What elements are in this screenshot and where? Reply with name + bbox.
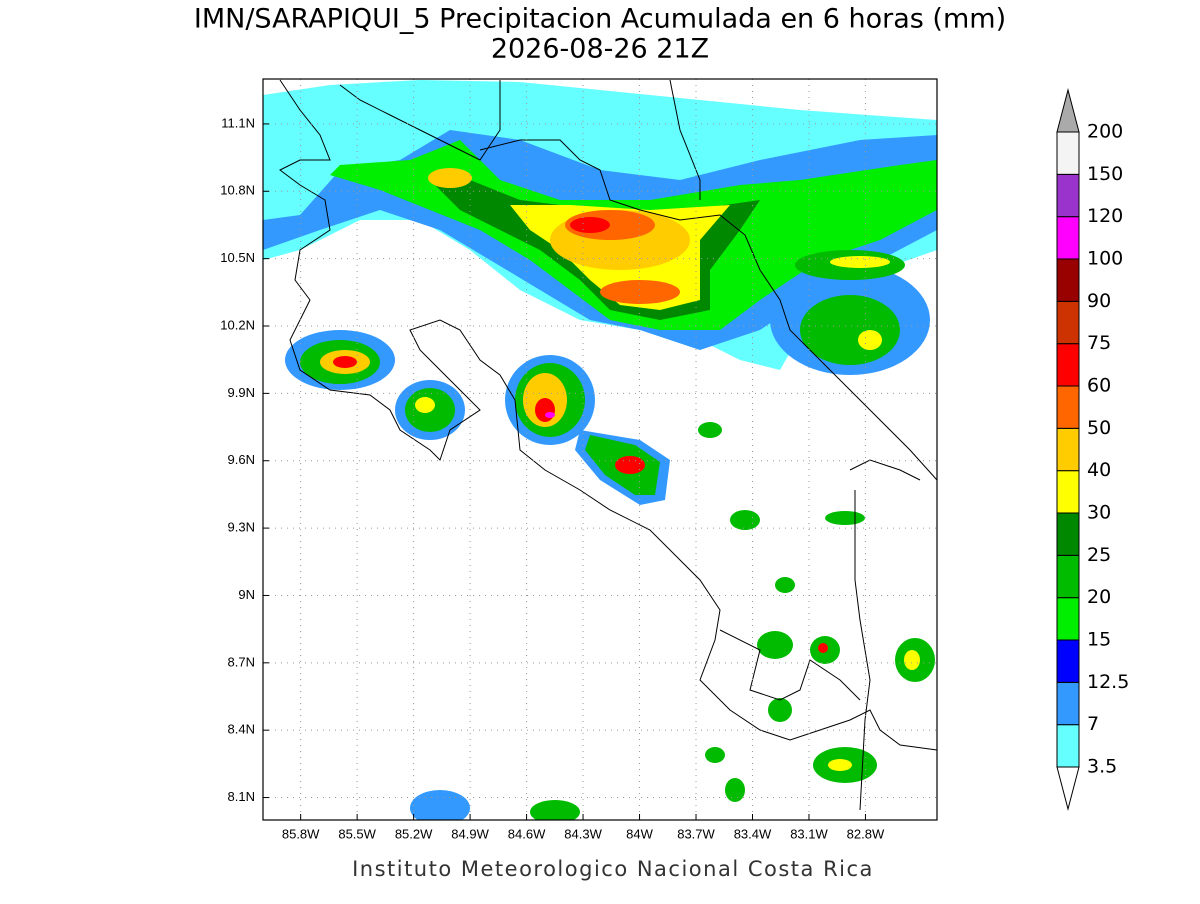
- colorbar-label: 60: [1087, 375, 1111, 397]
- colorbar-label: 30: [1087, 502, 1111, 524]
- x-tick-label: 83.1W: [790, 826, 828, 841]
- map-frame: [262, 78, 938, 821]
- colorbar-above: [1056, 88, 1080, 133]
- rain-area: [730, 510, 760, 530]
- colorbar-below: [1056, 766, 1080, 811]
- coastline: [669, 79, 701, 200]
- colorbar-bin: [1056, 512, 1080, 556]
- rain-area: [428, 168, 472, 188]
- precip-field: [263, 79, 937, 820]
- rain-area: [904, 650, 920, 670]
- colorbar-bin: [1056, 343, 1080, 387]
- y-tick-label: 8.7N: [228, 654, 255, 669]
- title: IMN/SARAPIQUI_5 Precipitacion Acumulada …: [194, 4, 1006, 35]
- colorbar-label: 50: [1087, 417, 1111, 439]
- colorbar-label: 40: [1087, 459, 1111, 481]
- y-tick-label: 9.3N: [228, 520, 255, 535]
- colorbar-bin: [1056, 300, 1080, 345]
- rain-area: [768, 698, 792, 722]
- y-tick-label: 9.9N: [228, 385, 255, 400]
- rain-area: [725, 778, 745, 802]
- colorbar-bin: [1056, 258, 1080, 302]
- colorbar-label: 100: [1087, 248, 1123, 270]
- colorbar-label: 150: [1087, 163, 1123, 185]
- colorbar-bin: [1056, 427, 1080, 472]
- colorbar-label: 120: [1087, 205, 1123, 227]
- x-tick-label: 84.3W: [564, 826, 602, 841]
- coastline: [279, 79, 937, 751]
- border: [849, 459, 921, 811]
- coastline: [719, 629, 861, 701]
- x-tick-label: 84W: [626, 826, 653, 841]
- colorbar-bin: [1056, 385, 1080, 429]
- rain-area: [775, 577, 795, 593]
- colorbar-label: 200: [1087, 121, 1123, 143]
- y-tick-label: 10.5N: [220, 250, 255, 265]
- rain-area: [757, 631, 793, 659]
- border: [479, 139, 937, 481]
- colorbar-label: 75: [1087, 332, 1111, 354]
- colorbar-bin: [1056, 470, 1080, 514]
- rain-area: [530, 800, 580, 820]
- colorbar-bin: [1056, 639, 1080, 683]
- rain-area: [545, 412, 555, 418]
- coastline: [339, 80, 501, 161]
- rain-area: [818, 643, 828, 653]
- colorbar-label: 12.5: [1087, 671, 1129, 693]
- y-tick-label: 8.1N: [228, 789, 255, 804]
- rain-area: [570, 217, 610, 233]
- colorbar: 3.5 7 12.5 15 20 25 30 40 50 60 75 90 100 120 150 200: [1056, 88, 1129, 811]
- y-tick-label: 10.8N: [220, 183, 255, 198]
- rain-area: [705, 747, 725, 763]
- colorbar-bin: [1056, 216, 1080, 260]
- y-tick-label: 9.6N: [228, 452, 255, 467]
- x-tick-label: 82.8W: [847, 826, 885, 841]
- y-tick-label: 8.4N: [228, 722, 255, 737]
- x-tick-label: 85.2W: [395, 826, 433, 841]
- grid: [263, 79, 937, 820]
- y-tick-label: 9N: [238, 587, 255, 602]
- colorbar-bin: [1056, 554, 1080, 599]
- colorbar-bin: [1056, 724, 1080, 768]
- rain-area: [858, 330, 882, 350]
- colorbar-label: 3.5: [1087, 756, 1117, 778]
- x-tick-label: 83.4W: [734, 826, 772, 841]
- x-tick-label: 84.9W: [451, 826, 489, 841]
- rain-area: [535, 398, 555, 422]
- x-tick-label: 85.5W: [338, 826, 376, 841]
- rain-area: [698, 422, 722, 438]
- rain-area: [830, 256, 890, 268]
- colorbar-label: 90: [1087, 290, 1111, 312]
- rain-area: [825, 511, 865, 525]
- rain-area: [333, 356, 357, 368]
- colorbar-label: 20: [1087, 586, 1111, 608]
- x-tick-label: 85.8W: [282, 826, 320, 841]
- rain-area: [828, 759, 852, 771]
- y-tick-label: 11.1N: [221, 115, 255, 130]
- colorbar-label: 25: [1087, 544, 1111, 566]
- credit: Instituto Meteorologico Nacional Costa R…: [352, 857, 874, 881]
- y-tick-label: 10.2N: [220, 317, 255, 332]
- colorbar-bin: [1056, 173, 1080, 218]
- x-tick-label: 84.6W: [508, 826, 546, 841]
- colorbar-label: 7: [1087, 713, 1099, 735]
- subtitle: 2026-08-26 21Z: [491, 34, 709, 65]
- colorbar-bin: [1056, 131, 1080, 175]
- colorbar-bin: [1056, 681, 1080, 726]
- rain-area: [415, 397, 435, 413]
- colorbar-label: 15: [1087, 629, 1111, 651]
- colorbar-bin: [1056, 597, 1080, 641]
- rain-area: [615, 456, 645, 474]
- rain-area: [600, 280, 680, 304]
- x-tick-label: 83.7W: [677, 826, 715, 841]
